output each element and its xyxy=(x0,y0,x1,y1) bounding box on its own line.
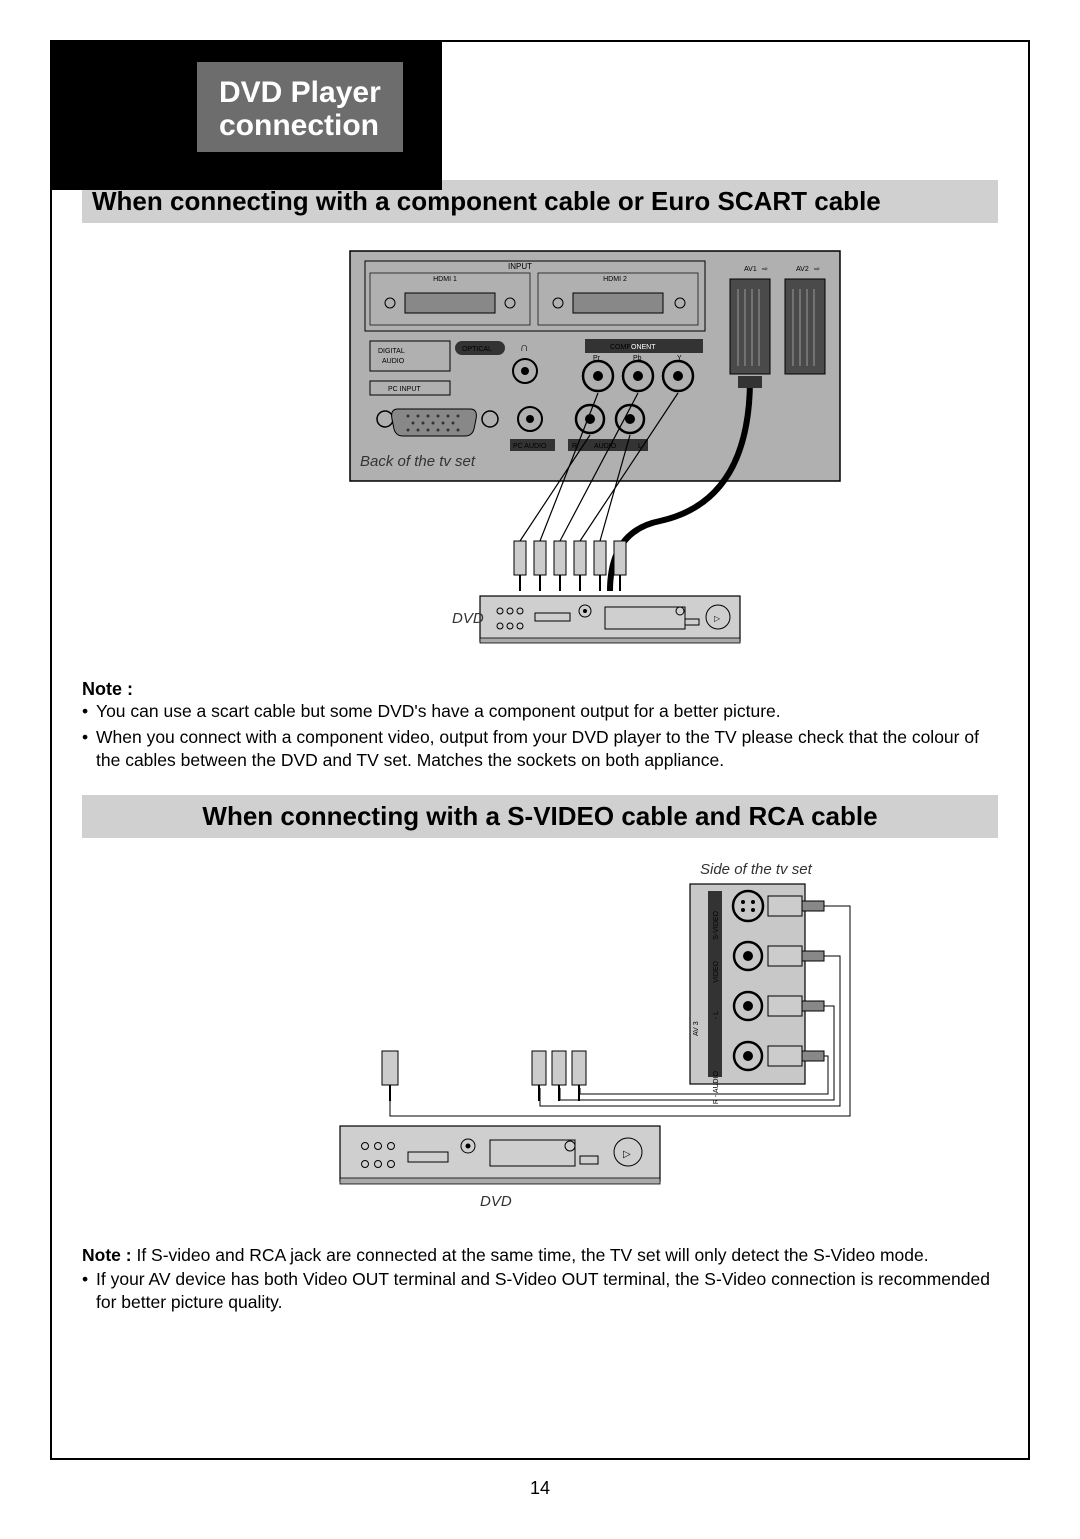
label-pcaudio: PC AUDIO xyxy=(513,443,547,450)
note2-inline-text: If S-video and RCA jack are connected at… xyxy=(136,1245,928,1265)
title-line2: connection xyxy=(219,109,379,142)
label-pcinput: PC INPUT xyxy=(388,386,421,393)
svg-text:▷: ▷ xyxy=(623,1149,631,1160)
svg-text:AV 3: AV 3 xyxy=(693,1021,700,1036)
svg-text:⇨: ⇨ xyxy=(762,266,768,273)
title-line1: DVD Player xyxy=(219,76,381,109)
label-digital: DIGITAL xyxy=(378,348,405,355)
section2-heading: When connecting with a S-VIDEO cable and… xyxy=(82,795,998,838)
diagram1: INPUT HDMI 1 HDMI 2 AV1 ⇨ AV2 ⇨ xyxy=(190,241,890,671)
label-component: COMPONENT xyxy=(610,344,656,351)
note1-list: You can use a scart cable but some DVD's… xyxy=(82,700,998,773)
diagram2: Side of the tv set AV 3 S-VIDEO VIDEO - … xyxy=(190,856,890,1226)
svg-text:⇨: ⇨ xyxy=(814,266,820,273)
caption-dvd1: DVD xyxy=(452,610,484,627)
note1-item: When you connect with a component video,… xyxy=(82,726,998,773)
svg-text:VIDEO: VIDEO xyxy=(713,960,720,982)
label-input: INPUT xyxy=(508,262,532,271)
caption-side: Side of the tv set xyxy=(700,861,813,878)
svg-text:S-VIDEO: S-VIDEO xyxy=(713,910,720,939)
label-optical: OPTICAL xyxy=(462,346,492,353)
section1-heading: When connecting with a component cable o… xyxy=(82,180,998,223)
svg-text:▷: ▷ xyxy=(714,614,721,623)
page-title: DVD Player connection xyxy=(197,62,403,152)
note2-list: If your AV device has both Video OUT ter… xyxy=(82,1268,998,1315)
page-frame: DVD Player connection When connecting wi… xyxy=(50,40,1030,1460)
note1-label: Note : xyxy=(82,679,998,700)
svg-text:AUDIO: AUDIO xyxy=(382,358,405,365)
note2-item: If your AV device has both Video OUT ter… xyxy=(82,1268,998,1315)
caption-back: Back of the tv set xyxy=(360,453,476,470)
note2-label: Note : xyxy=(82,1245,132,1265)
label-av2: AV2 xyxy=(796,266,809,273)
svg-text:∩: ∩ xyxy=(520,340,529,354)
label-hdmi2: HDMI 2 xyxy=(603,276,627,283)
caption-dvd2: DVD xyxy=(480,1193,512,1210)
svg-text:AUDIO: AUDIO xyxy=(594,443,617,450)
svg-text:R - AUDIO: R - AUDIO xyxy=(713,1070,720,1104)
note1-item: You can use a scart cable but some DVD's… xyxy=(82,700,998,724)
page-number: 14 xyxy=(50,1478,1030,1499)
label-hdmi1: HDMI 1 xyxy=(433,276,457,283)
svg-text:- L: - L xyxy=(713,1011,720,1019)
label-av1: AV1 xyxy=(744,266,757,273)
note2-inline: Note : If S-video and RCA jack are conne… xyxy=(82,1244,998,1268)
